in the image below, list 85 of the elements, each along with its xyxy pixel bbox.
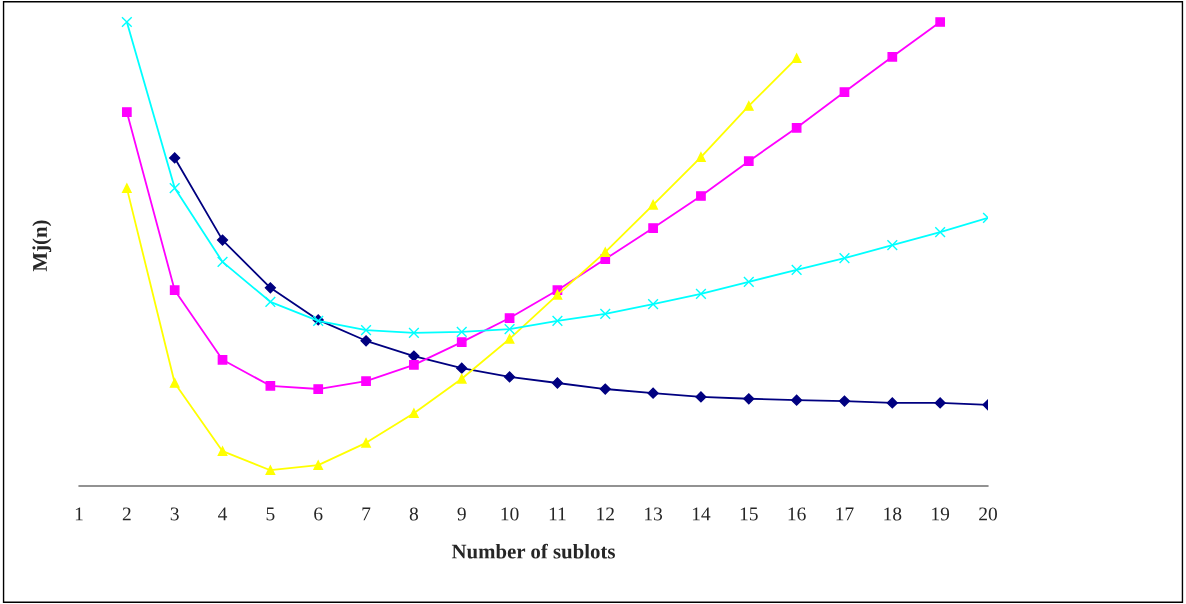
x-tick-label: 7 <box>362 507 371 521</box>
point <box>265 380 276 391</box>
point <box>552 289 563 300</box>
point <box>648 223 658 233</box>
x-tick-label: 19 <box>932 507 950 521</box>
point <box>456 373 467 384</box>
x-tick-label: 13 <box>645 507 663 521</box>
x-tick-label: 2 <box>122 507 131 521</box>
point <box>265 465 276 476</box>
point <box>743 276 755 288</box>
point <box>791 53 802 64</box>
point <box>503 371 516 383</box>
x-tick-label: 17 <box>836 507 854 521</box>
x-tick-label: 11 <box>549 507 566 521</box>
point <box>599 308 611 320</box>
point <box>743 393 755 405</box>
point <box>791 122 802 133</box>
x-tick-label: 9 <box>457 507 466 521</box>
x-tick-label: 14 <box>692 507 711 521</box>
point <box>456 326 468 338</box>
point <box>169 182 181 194</box>
point <box>456 362 468 374</box>
point <box>360 335 372 347</box>
point <box>121 107 132 117</box>
point <box>838 395 851 407</box>
point <box>409 408 419 419</box>
point <box>121 16 133 28</box>
point <box>264 282 276 294</box>
x-tick-label: 8 <box>409 507 419 521</box>
x-tick-label: 16 <box>788 507 806 521</box>
point <box>791 264 803 276</box>
x-tick-label: 10 <box>501 507 519 521</box>
point <box>121 183 132 193</box>
y-axis-title: Mj(n) <box>32 220 52 272</box>
x-tick-label: 3 <box>170 507 179 521</box>
point <box>360 324 372 336</box>
x-tick-label: 12 <box>597 507 614 521</box>
point <box>169 285 180 296</box>
point <box>934 397 946 409</box>
point <box>361 376 371 386</box>
point <box>504 313 515 323</box>
point <box>935 17 946 27</box>
point <box>409 360 419 370</box>
point <box>647 298 659 310</box>
point <box>791 394 803 406</box>
point <box>743 156 754 167</box>
point <box>313 460 324 470</box>
point <box>217 354 228 365</box>
point <box>361 437 371 448</box>
x-tick-label: 6 <box>314 507 323 521</box>
point <box>647 387 659 399</box>
x-tick-label: 20 <box>979 507 997 521</box>
point <box>600 247 611 258</box>
x-tick-label: 18 <box>884 507 902 521</box>
point <box>934 226 946 238</box>
point <box>216 234 229 246</box>
point <box>551 315 563 327</box>
point <box>217 446 228 457</box>
point <box>695 288 707 300</box>
point <box>216 256 229 268</box>
point <box>599 383 611 395</box>
point <box>456 337 467 348</box>
point <box>695 391 707 403</box>
point <box>169 152 181 164</box>
x-axis-title: Number of sublots <box>451 543 615 559</box>
point <box>408 327 420 339</box>
x-tick-label: 5 <box>266 507 275 521</box>
point <box>743 101 754 111</box>
point <box>696 152 706 162</box>
point <box>264 296 276 308</box>
x-tick-label: 4 <box>218 507 228 521</box>
point <box>887 51 898 62</box>
point <box>504 334 515 344</box>
point <box>648 199 658 210</box>
x-tick-label: 15 <box>740 507 758 521</box>
point <box>838 252 851 264</box>
point <box>551 377 564 389</box>
point <box>886 397 898 409</box>
x-tick-label: 1 <box>75 507 83 521</box>
point <box>313 384 324 394</box>
point <box>504 323 516 335</box>
point <box>696 191 706 201</box>
point <box>886 239 898 251</box>
point <box>169 378 180 388</box>
point <box>839 87 850 97</box>
